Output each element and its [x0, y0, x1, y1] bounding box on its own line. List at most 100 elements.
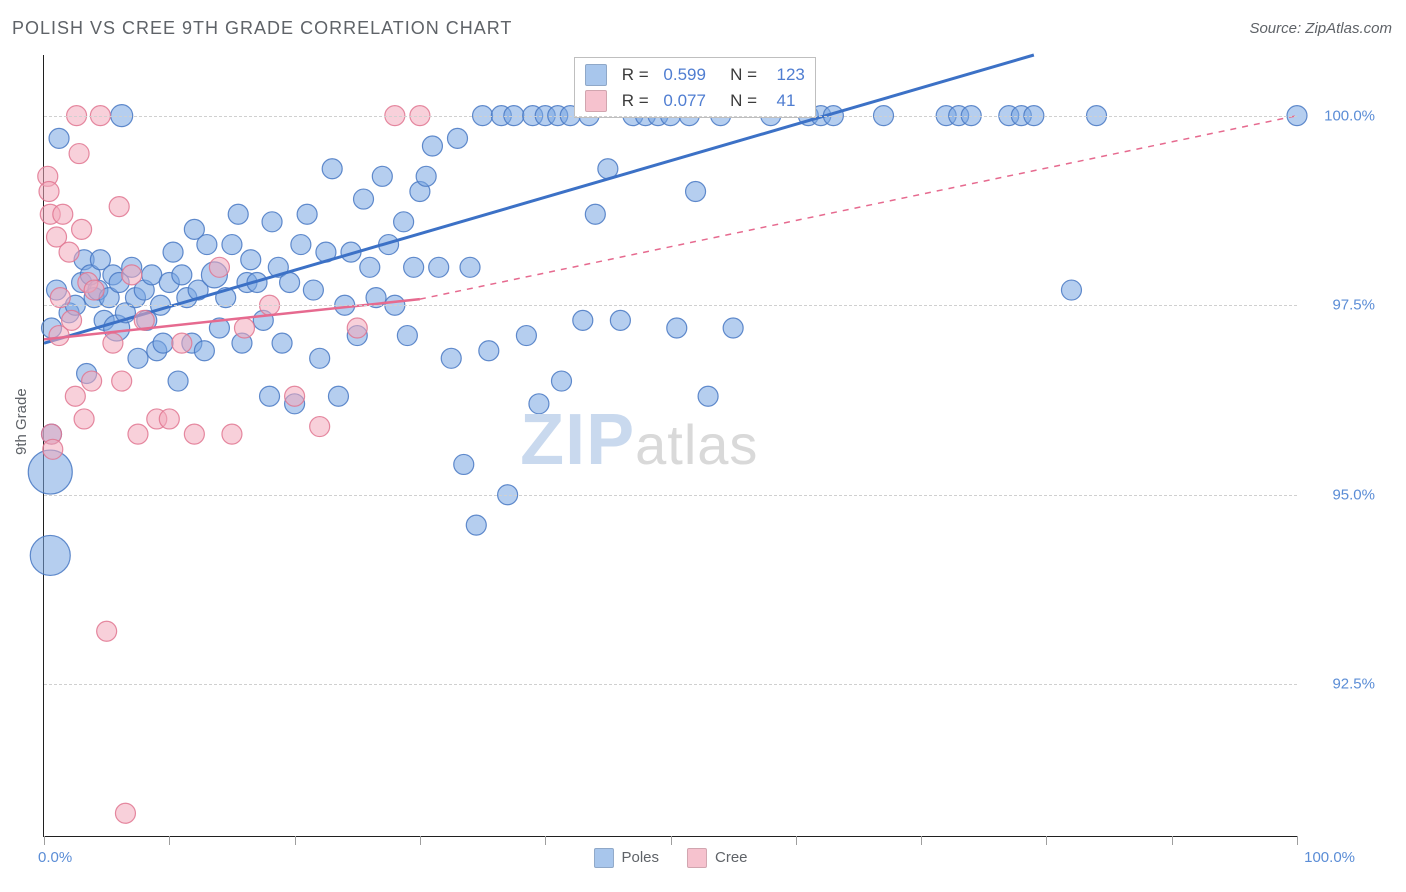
data-point — [159, 409, 179, 429]
data-point — [30, 535, 70, 575]
data-point — [529, 394, 549, 414]
data-point — [43, 439, 63, 459]
y-tick-label: 92.5% — [1305, 676, 1375, 693]
chart-plot-area: ZIPatlas R = 0.599 N = 123 R = 0.077 N =… — [43, 55, 1297, 837]
data-point — [184, 424, 204, 444]
data-point — [297, 204, 317, 224]
chart-svg — [44, 55, 1297, 836]
data-point — [241, 250, 261, 270]
data-point — [82, 371, 102, 391]
data-point — [172, 265, 192, 285]
gridline — [44, 495, 1297, 496]
data-point — [454, 454, 474, 474]
data-point — [74, 409, 94, 429]
x-tick — [671, 836, 672, 845]
data-point — [354, 189, 374, 209]
data-point — [197, 235, 217, 255]
source-label: Source: ZipAtlas.com — [1249, 20, 1392, 37]
data-point — [115, 803, 135, 823]
data-point — [667, 318, 687, 338]
data-point — [372, 166, 392, 186]
data-point — [698, 386, 718, 406]
data-point — [272, 333, 292, 353]
x-tick-label-right: 100.0% — [1304, 849, 1355, 866]
data-point — [209, 257, 229, 277]
data-point — [585, 204, 605, 224]
data-point — [234, 318, 254, 338]
data-point — [222, 424, 242, 444]
data-point — [49, 128, 69, 148]
x-tick — [1046, 836, 1047, 845]
x-tick — [545, 836, 546, 845]
data-point — [447, 128, 467, 148]
y-tick-label: 100.0% — [1305, 107, 1375, 124]
data-point — [153, 333, 173, 353]
data-point — [72, 219, 92, 239]
data-point — [310, 417, 330, 437]
y-tick-label: 95.0% — [1305, 486, 1375, 503]
data-point — [360, 257, 380, 277]
data-point — [310, 348, 330, 368]
legend-item: Poles — [593, 848, 659, 868]
data-point — [62, 310, 82, 330]
data-point — [1061, 280, 1081, 300]
data-point — [347, 318, 367, 338]
data-point — [416, 166, 436, 186]
y-axis-title: 9th Grade — [13, 388, 30, 455]
stats-row: R = 0.599 N = 123 — [585, 62, 805, 88]
data-point — [128, 424, 148, 444]
data-point — [551, 371, 571, 391]
data-point — [128, 348, 148, 368]
stats-row: R = 0.077 N = 41 — [585, 88, 805, 114]
data-point — [280, 272, 300, 292]
data-point — [466, 515, 486, 535]
x-tick — [1172, 836, 1173, 845]
n-label: N = — [716, 88, 767, 114]
x-tick — [44, 836, 45, 845]
data-point — [285, 386, 305, 406]
data-point — [84, 280, 104, 300]
n-value: 41 — [776, 88, 795, 114]
x-tick — [1297, 836, 1298, 845]
legend-swatch — [687, 848, 707, 868]
correlation-stats-box: R = 0.599 N = 123 R = 0.077 N = 41 — [574, 57, 816, 118]
data-point — [262, 212, 282, 232]
data-point — [328, 386, 348, 406]
r-value: 0.077 — [663, 88, 706, 114]
data-point — [686, 181, 706, 201]
stats-swatch — [585, 64, 607, 86]
x-tick — [796, 836, 797, 845]
x-tick-label-left: 0.0% — [38, 849, 72, 866]
legend-swatch — [593, 848, 613, 868]
legend-item: Cree — [687, 848, 748, 868]
trend-line-extension — [420, 116, 1297, 299]
data-point — [422, 136, 442, 156]
data-point — [479, 341, 499, 361]
trend-line — [44, 55, 1034, 343]
data-point — [460, 257, 480, 277]
legend-bottom: Poles Cree — [593, 848, 747, 868]
data-point — [168, 371, 188, 391]
r-value: 0.599 — [663, 62, 706, 88]
data-point — [103, 333, 123, 353]
data-point — [303, 280, 323, 300]
data-point — [194, 341, 214, 361]
x-tick — [420, 836, 421, 845]
n-value: 123 — [776, 62, 804, 88]
data-point — [404, 257, 424, 277]
data-point — [573, 310, 593, 330]
data-point — [163, 242, 183, 262]
data-point — [228, 204, 248, 224]
data-point — [394, 212, 414, 232]
data-point — [429, 257, 449, 277]
data-point — [65, 386, 85, 406]
data-point — [441, 348, 461, 368]
data-point — [322, 159, 342, 179]
data-point — [222, 235, 242, 255]
data-point — [53, 204, 73, 224]
stats-swatch — [585, 90, 607, 112]
data-point — [516, 326, 536, 346]
y-tick-label: 97.5% — [1305, 297, 1375, 314]
data-point — [97, 621, 117, 641]
data-point — [109, 197, 129, 217]
